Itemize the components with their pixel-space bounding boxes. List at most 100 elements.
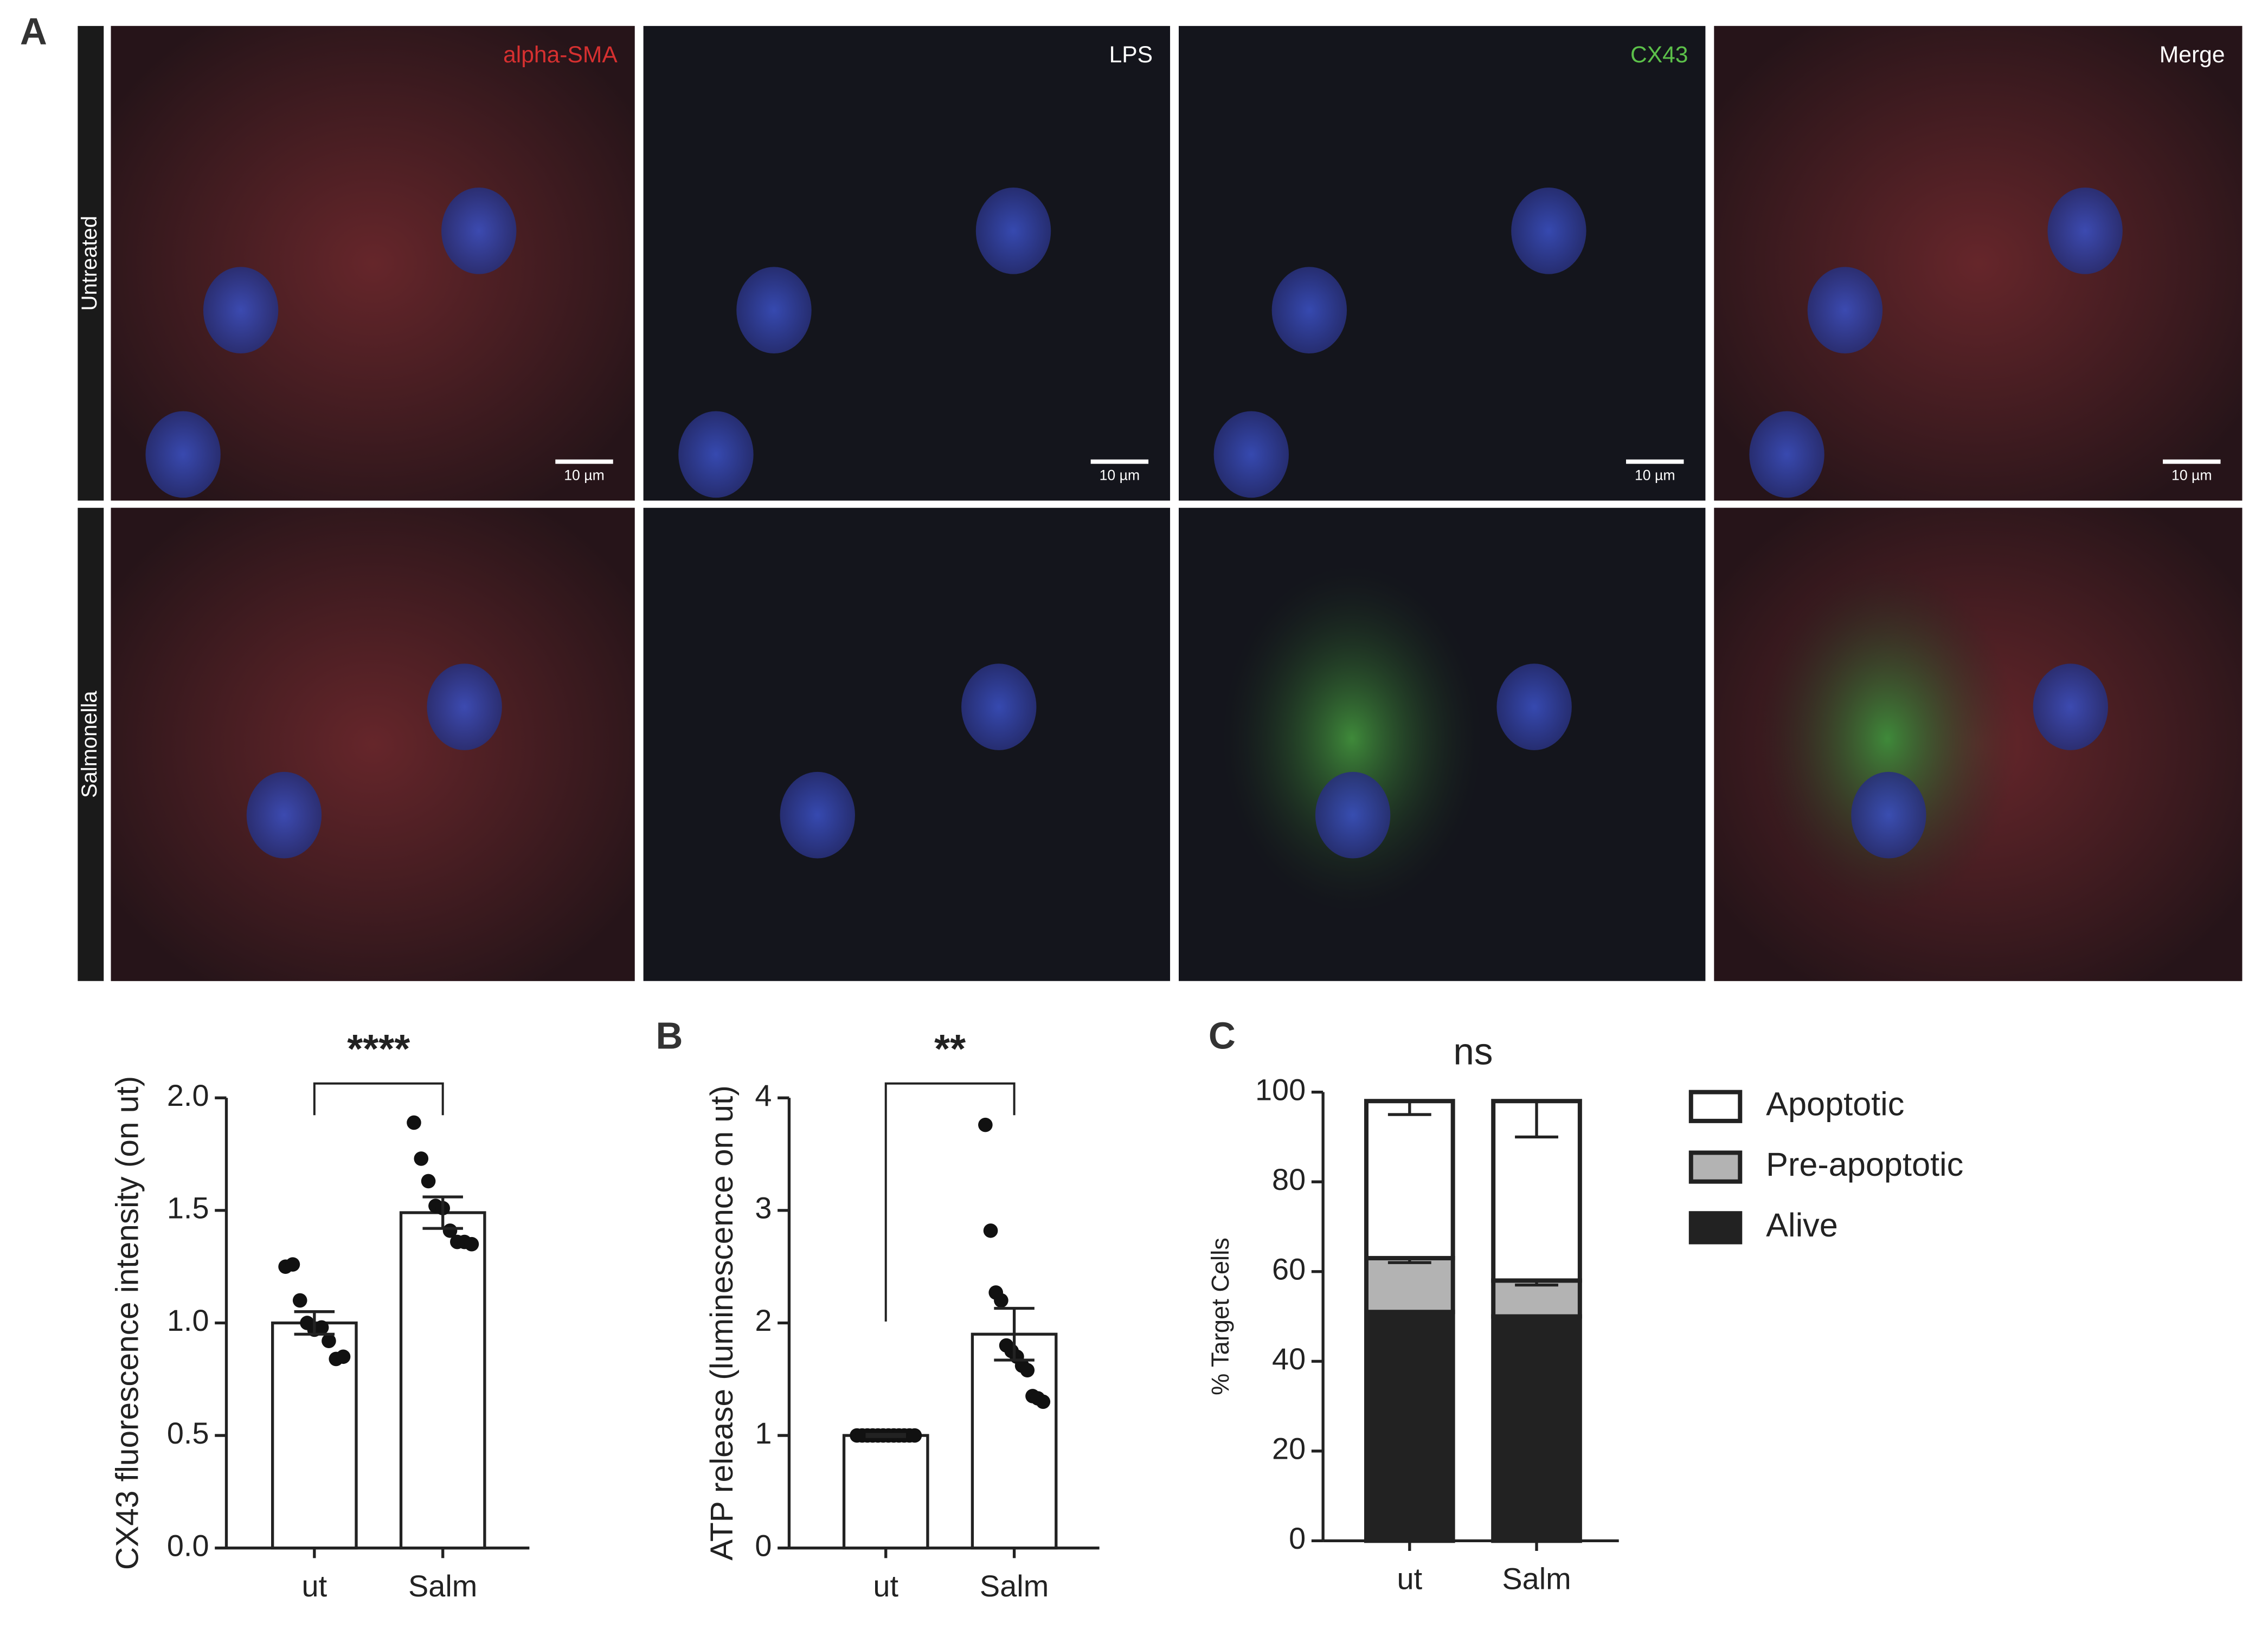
nucleus: [780, 771, 855, 859]
data-point: [314, 1320, 329, 1335]
legend-label: Alive: [1766, 1207, 1838, 1244]
y-tick-label: 2: [755, 1303, 772, 1337]
data-point: [322, 1334, 336, 1349]
y-tick-label: 100: [1255, 1072, 1306, 1106]
y-tick-label: 4: [755, 1078, 772, 1112]
channel-label: CX43: [1630, 42, 1688, 68]
y-tick-label: 3: [755, 1191, 772, 1225]
scale-bar-label: 10 µm: [1635, 467, 1675, 483]
nucleus: [2033, 664, 2108, 750]
data-point: [1020, 1363, 1035, 1377]
x-tick-label: Salm: [980, 1569, 1049, 1603]
data-point: [407, 1115, 421, 1130]
nucleus: [1851, 771, 1926, 859]
nucleus: [961, 664, 1037, 750]
y-axis-label: CX43 fluorescence intensity (on ut): [110, 1076, 145, 1570]
scale-bar-label: 10 µm: [564, 467, 605, 483]
bar-segment: [1491, 1314, 1582, 1543]
nucleus: [1271, 267, 1347, 354]
nucleus: [1213, 411, 1289, 498]
significance-label: ns: [1453, 1030, 1493, 1073]
y-tick-label: 0.0: [167, 1528, 209, 1562]
y-tick-label: 0.5: [167, 1416, 209, 1450]
x-tick-label: ut: [873, 1569, 898, 1603]
y-tick-label: 40: [1272, 1342, 1306, 1376]
bar: [399, 1211, 486, 1550]
y-tick-label: 1.0: [167, 1303, 209, 1337]
nucleus: [678, 411, 754, 498]
channel-label: Merge: [2160, 42, 2225, 68]
nucleus: [736, 267, 812, 354]
data-point: [994, 1293, 1008, 1308]
x-tick-label: Salm: [1502, 1562, 1571, 1596]
nucleus: [1749, 411, 1824, 498]
legend-label: Apoptotic: [1766, 1085, 1904, 1122]
significance-label: **: [934, 1026, 966, 1071]
nucleus: [2047, 187, 2123, 274]
y-tick-label: 0: [755, 1528, 772, 1562]
scale-bar-label: 10 µm: [1100, 467, 1140, 483]
nucleus: [975, 187, 1051, 274]
nucleus: [1315, 771, 1391, 859]
bar-segment: [1364, 1099, 1455, 1260]
nucleus: [1496, 664, 1572, 750]
data-point: [464, 1236, 479, 1252]
channel-label: LPS: [1109, 42, 1153, 68]
nucleus: [441, 187, 517, 274]
bar: [842, 1434, 929, 1550]
cx43-stain: [1222, 565, 1482, 912]
panel-label: B: [656, 1014, 683, 1057]
data-point: [907, 1428, 922, 1443]
nucleus: [1807, 267, 1883, 354]
significance-bracket: [313, 1082, 444, 1116]
data-point: [983, 1223, 998, 1238]
y-tick-label: 2.0: [167, 1078, 209, 1112]
panel-label: A: [20, 10, 47, 53]
significance-label: ****: [347, 1026, 410, 1071]
x-tick-label: ut: [1397, 1562, 1423, 1596]
channel-label: alpha-SMA: [503, 42, 618, 68]
scale-bar-label: 10 µm: [2171, 467, 2212, 483]
y-tick-label: 1.5: [167, 1191, 209, 1225]
legend-swatch: [1688, 1211, 1743, 1245]
bar: [971, 1332, 1058, 1550]
nucleus: [1511, 187, 1586, 274]
legend-swatch: [1688, 1090, 1743, 1123]
x-tick-label: ut: [302, 1569, 327, 1603]
legend-label: Pre-apoptotic: [1766, 1146, 1963, 1183]
row-label: Untreated: [78, 216, 101, 311]
legend-swatch: [1688, 1150, 1743, 1184]
row-strip: [78, 507, 104, 981]
row-strip: [78, 25, 104, 501]
micrograph: [643, 507, 1171, 981]
y-axis-label: ATP release (luminescence on ut): [704, 1085, 740, 1560]
data-point: [1036, 1394, 1051, 1409]
bar-segment: [1364, 1255, 1455, 1315]
data-point: [978, 1117, 993, 1132]
y-tick-label: 0: [1289, 1521, 1306, 1555]
nucleus: [145, 411, 221, 498]
bar-segment: [1491, 1278, 1582, 1319]
actin-stain: [111, 507, 635, 981]
data-point: [285, 1257, 300, 1272]
nucleus: [203, 267, 279, 354]
nucleus: [427, 664, 502, 750]
data-point: [336, 1349, 351, 1364]
significance-bracket: [884, 1082, 1016, 1322]
cx43-stain: [1757, 565, 2018, 912]
y-tick-label: 20: [1272, 1432, 1306, 1466]
row-label: Salmonella: [78, 691, 101, 798]
bar-segment: [1364, 1310, 1455, 1543]
data-point: [414, 1151, 429, 1166]
y-axis-label: % Target Cells: [1206, 1238, 1234, 1395]
x-tick-label: Salm: [408, 1569, 477, 1603]
y-tick-label: 1: [755, 1416, 772, 1450]
y-tick-label: 80: [1272, 1162, 1306, 1196]
nucleus: [246, 771, 322, 859]
panel-label: C: [1209, 1014, 1236, 1057]
data-point: [292, 1293, 307, 1308]
y-tick-label: 60: [1272, 1252, 1306, 1286]
data-point: [421, 1174, 436, 1189]
